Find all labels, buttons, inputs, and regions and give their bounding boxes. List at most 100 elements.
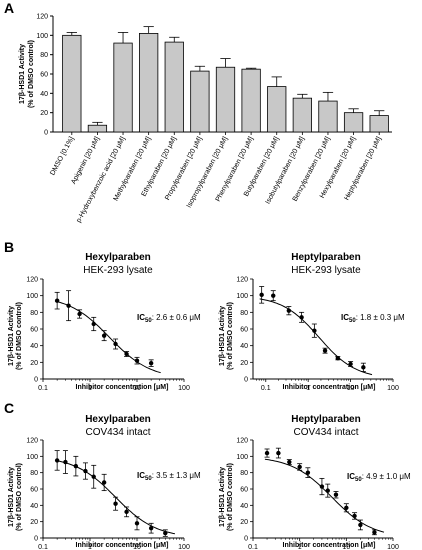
fit-curve xyxy=(54,300,161,374)
y-tick-label: 0 xyxy=(34,377,38,384)
data-point xyxy=(134,358,140,363)
data-point xyxy=(335,355,341,361)
ic50-annotation: IC50: 3.5 ± 1.3 μM xyxy=(137,471,201,482)
data-point xyxy=(101,333,107,338)
bar xyxy=(292,97,312,133)
data-point xyxy=(113,501,118,506)
panel-label-c: C xyxy=(4,400,14,416)
x-tick-label: 1 xyxy=(88,544,92,550)
data-point xyxy=(124,509,129,515)
x-axis-label: Inhibitor concentration [μM] xyxy=(283,384,376,391)
data-point xyxy=(264,450,270,456)
y-tick-label: 0 xyxy=(34,536,38,543)
data-point xyxy=(325,488,330,493)
y-tick-label: 20 xyxy=(30,360,38,367)
y-tick-label: 20 xyxy=(240,360,248,367)
category-label: DMSO [0.1%] xyxy=(49,136,75,177)
bar xyxy=(343,112,364,133)
ic50-label: IC xyxy=(341,313,349,322)
bar xyxy=(369,115,389,133)
x-tick-label: 10 xyxy=(347,385,355,392)
x-tick-label: 100 xyxy=(387,544,399,550)
data-point xyxy=(312,328,317,333)
data-point xyxy=(271,293,276,298)
y-tick-label: 80 xyxy=(40,52,48,59)
data-point xyxy=(124,351,129,357)
data-point xyxy=(299,315,304,320)
data-point xyxy=(66,303,71,308)
x-tick-label: 10 xyxy=(133,385,141,392)
ic50-subscript: 50 xyxy=(355,477,362,483)
y-tick-label: 120 xyxy=(236,277,248,284)
bar xyxy=(215,66,236,133)
y-axis-label-line1: 17β-HSD1 Activity xyxy=(8,467,15,527)
y-axis-label-line1: 17β-HSD1 Activity xyxy=(19,44,26,104)
ic50-label: IC xyxy=(137,313,145,322)
dose-response-chart-c-hexyl: Hexylparaben COV434 intact 17β-HSD1 Acti… xyxy=(8,414,201,550)
y-axis-label-line1: 17β-HSD1 Activity xyxy=(8,306,15,366)
data-point xyxy=(352,513,357,519)
x-tick-label: 1 xyxy=(298,544,302,550)
x-tick-label: 10 xyxy=(133,544,141,550)
chart-subtitle: HEK-293 lysate xyxy=(83,265,153,276)
y-axis-label-line2: (% of DMSO control) xyxy=(227,302,234,370)
y-tick-label: 100 xyxy=(236,293,248,300)
category-label: Apigenin [20 μM] xyxy=(70,136,101,186)
x-tick-label: 100 xyxy=(178,544,190,550)
y-tick-label: 120 xyxy=(26,277,38,284)
y-tick-label: 100 xyxy=(26,454,38,461)
x-tick-label: 100 xyxy=(178,385,190,392)
data-point xyxy=(83,468,88,474)
y-tick-label: 100 xyxy=(236,454,248,461)
x-tick-label: 10 xyxy=(342,544,350,550)
y-tick-label: 120 xyxy=(236,438,248,445)
x-tick-label: 0.1 xyxy=(38,385,48,392)
data-point xyxy=(322,348,328,353)
chart-title: Heptylparaben xyxy=(291,414,360,425)
category-label: p-Hydroxybenzoic acid [20 μM] xyxy=(75,136,126,224)
y-tick-label: 60 xyxy=(240,327,248,334)
chart-title: Hexylparaben xyxy=(85,414,151,425)
panel-label-a: A xyxy=(4,0,14,16)
ic50-value: : 2.6 ± 0.6 μM xyxy=(152,313,201,322)
data-point xyxy=(333,492,339,497)
data-point xyxy=(259,292,264,298)
bar xyxy=(318,100,338,133)
bar xyxy=(190,70,210,133)
x-axis-label: Inhibitor concentration [μM] xyxy=(283,542,376,549)
data-point xyxy=(77,311,82,317)
y-axis-label-line1: 17β-HSD1 Activity xyxy=(219,467,226,527)
y-tick-label: 80 xyxy=(30,310,38,317)
x-tick-label: 1 xyxy=(88,385,92,392)
y-tick-label: 60 xyxy=(240,487,248,494)
ic50-subscript: 50 xyxy=(145,318,152,324)
y-tick-label: 40 xyxy=(30,503,38,510)
chart-title: Heptylparaben xyxy=(291,252,360,263)
bar xyxy=(87,124,108,133)
panel-label-b: B xyxy=(4,239,14,255)
data-point xyxy=(361,365,366,370)
dose-response-chart-c-heptyl: Heptylparaben COV434 intact 17β-HSD1 Act… xyxy=(219,414,411,550)
x-tick-label: 0.1 xyxy=(261,385,271,392)
data-point xyxy=(134,521,140,526)
y-tick-label: 20 xyxy=(40,110,48,117)
y-tick-label: 60 xyxy=(30,487,38,494)
y-tick-label: 60 xyxy=(40,72,48,79)
y-axis-label-line2: (% of DMSO control) xyxy=(16,463,23,531)
data-point xyxy=(163,530,168,536)
ic50-value: : 4.9 ± 1.0 μM xyxy=(362,472,411,481)
data-point xyxy=(297,464,302,470)
dose-response-chart-b-hexyl: Hexylparaben HEK-293 lysate 17β-HSD1 Act… xyxy=(8,252,201,392)
ic50-annotation: IC50: 4.9 ± 1.0 μM xyxy=(347,472,411,483)
y-axis-label-line2: (% of DMSO control) xyxy=(16,302,23,370)
bar xyxy=(164,41,184,133)
y-axis-label-line2: (% of DMSO control) xyxy=(28,40,35,108)
bar xyxy=(267,86,287,133)
ic50-label: IC xyxy=(347,472,355,481)
data-point xyxy=(91,321,96,327)
data-point xyxy=(148,360,154,366)
data-point xyxy=(319,484,325,489)
bar xyxy=(241,68,261,133)
y-tick-label: 0 xyxy=(244,377,248,384)
ic50-value: : 1.8 ± 0.3 μM xyxy=(356,313,405,322)
